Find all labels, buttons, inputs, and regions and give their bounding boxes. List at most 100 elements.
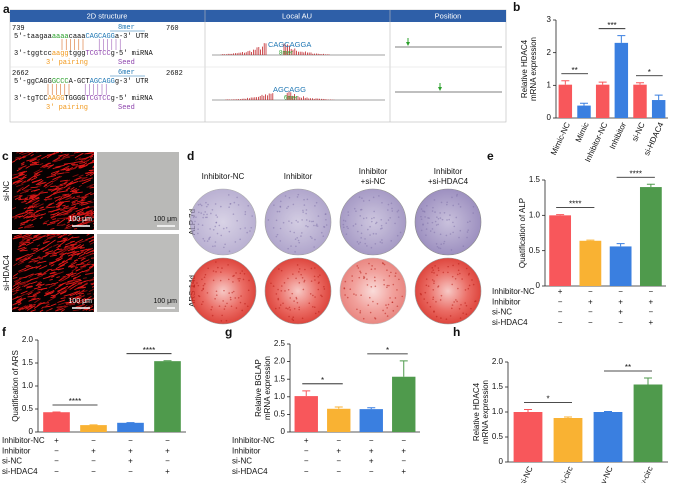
fiber <box>57 301 67 306</box>
well-texture <box>325 218 327 221</box>
condition-mark: + <box>588 297 593 306</box>
well-texture <box>223 308 226 310</box>
fiber <box>17 261 25 266</box>
well-texture <box>197 232 199 235</box>
well-texture <box>360 224 363 227</box>
well-texture <box>278 307 281 309</box>
sequence-segment: aagg <box>52 50 69 58</box>
fiber <box>32 238 39 242</box>
fiber <box>71 203 79 206</box>
fiber <box>15 299 23 303</box>
y-tick-label: 0 <box>499 457 504 466</box>
x-tick-label: Lv-circ <box>637 465 655 483</box>
well-texture <box>325 224 328 226</box>
well-texture <box>296 264 299 266</box>
error-bar <box>399 360 408 377</box>
well-texture <box>296 237 298 239</box>
fiber <box>30 266 38 269</box>
fiber <box>40 166 45 169</box>
fiber <box>19 152 25 154</box>
fiber <box>74 152 84 159</box>
well-texture <box>371 265 373 267</box>
y-axis-label: Quatification of ALP <box>518 198 527 268</box>
column-label: Inhibitor-NC <box>202 172 245 181</box>
well-texture <box>458 236 460 239</box>
well-texture <box>284 290 286 292</box>
fiber <box>45 206 56 209</box>
fiber <box>65 224 74 229</box>
fiber <box>70 240 76 243</box>
well-texture <box>369 234 371 236</box>
fiber <box>32 206 36 209</box>
well-texture <box>240 295 242 297</box>
sequence-segment: TCGTCC <box>85 50 110 58</box>
site-end: 2682 <box>166 70 183 78</box>
fiber <box>59 252 67 257</box>
fiber <box>92 159 94 162</box>
fiber <box>78 165 85 167</box>
well-texture <box>197 223 200 226</box>
fiber <box>15 156 22 159</box>
sequence-segment: 5'-taagaa <box>14 33 52 41</box>
well-texture <box>301 219 303 221</box>
fiber <box>52 253 57 255</box>
fiber <box>33 260 39 263</box>
well <box>339 257 407 325</box>
well-texture <box>466 236 468 239</box>
condition-mark: − <box>401 436 406 445</box>
fiber <box>44 197 50 202</box>
fiber <box>84 282 88 285</box>
well-texture <box>220 271 222 273</box>
well-texture <box>421 210 424 212</box>
well-texture <box>459 272 461 275</box>
fiber <box>21 200 27 203</box>
well-texture <box>345 233 348 235</box>
y-tick-label: 1.5 <box>22 358 34 367</box>
condition-mark: − <box>128 436 133 445</box>
well-texture <box>205 205 208 208</box>
well-texture <box>437 267 440 269</box>
fiber <box>90 215 94 217</box>
fiber <box>49 254 57 257</box>
well <box>189 257 257 325</box>
fiber <box>91 153 94 155</box>
condition-mark: − <box>91 457 96 466</box>
condition-label: Inhibitor-NC <box>492 287 535 296</box>
mirna-sequence: 3'-tggtccaaggtgggTCGTCCg-5' miRNA <box>14 50 153 58</box>
fiber <box>78 174 84 178</box>
well-texture <box>280 285 283 287</box>
fiber <box>81 195 89 198</box>
bar <box>579 240 602 286</box>
sequence-segment: TGGGG <box>64 95 85 103</box>
significance-label: * <box>648 68 651 77</box>
well-texture <box>401 295 404 298</box>
fiber <box>64 286 72 291</box>
well-texture <box>368 199 371 202</box>
fiber <box>88 240 93 243</box>
well-texture <box>277 288 279 291</box>
fiber <box>12 173 20 176</box>
well-texture <box>374 268 376 270</box>
fiber <box>43 269 49 274</box>
error-bar <box>598 81 607 85</box>
fiber <box>29 162 38 165</box>
well-texture <box>314 205 316 207</box>
well-texture <box>386 307 388 309</box>
fiber <box>62 154 69 158</box>
well-texture <box>295 245 297 248</box>
fiber <box>23 224 31 228</box>
well-texture <box>212 270 215 272</box>
fiber <box>16 152 20 154</box>
fiber <box>12 216 16 218</box>
fiber <box>50 185 57 188</box>
fiber <box>18 215 24 219</box>
fiber <box>70 154 75 157</box>
fiber <box>16 167 22 172</box>
error-bar <box>564 416 572 418</box>
fiber <box>74 244 81 249</box>
fiber <box>84 157 93 163</box>
fiber <box>59 282 67 286</box>
well-texture <box>359 215 362 217</box>
condition-label: si-HDAC4 <box>492 318 528 327</box>
y-tick-label: 2.0 <box>22 335 34 344</box>
